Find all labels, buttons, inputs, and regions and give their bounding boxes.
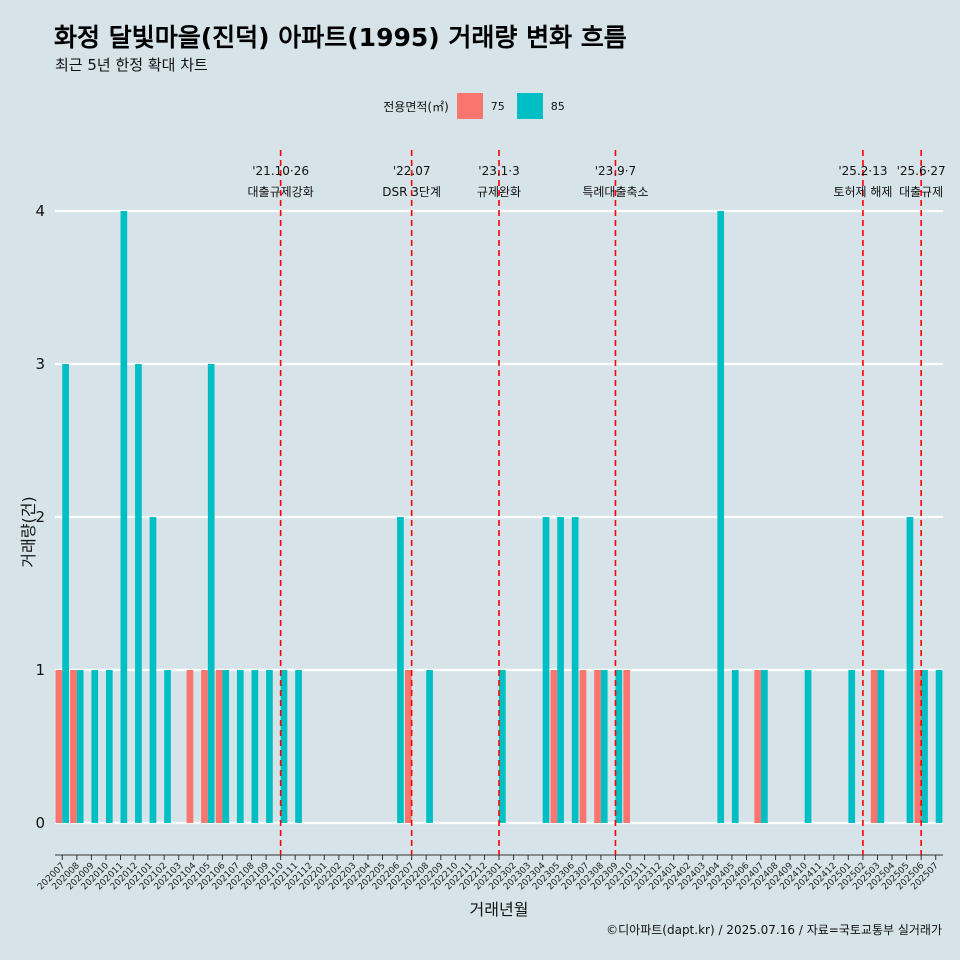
legend-title: 전용면적(㎡): [383, 99, 449, 114]
bar-85-202008: [76, 670, 84, 823]
bar-75-202308: [594, 670, 601, 823]
bar-85-202306: [571, 517, 579, 823]
bar-85-202404: [717, 211, 725, 823]
y-tick-label-0: 0: [35, 814, 45, 832]
bar-85-202012: [135, 364, 142, 823]
bar-75-202007: [55, 670, 63, 823]
event-date-2: '23.1·3: [478, 164, 519, 178]
bar-85-202309: [615, 670, 623, 823]
bar-85-202301: [499, 670, 506, 823]
y-tick-label-4: 4: [35, 202, 45, 220]
bar-85-202106: [222, 670, 230, 823]
y-tick-label-2: 2: [35, 508, 45, 526]
bar-85-202505: [906, 517, 914, 823]
bar-85-202109: [266, 670, 273, 823]
bar-85-202506: [921, 670, 928, 823]
event-date-4: '25.2·13: [838, 164, 887, 178]
bar-85-202308: [600, 670, 608, 823]
bar-85-202206: [397, 517, 404, 823]
bar-85-202410: [804, 670, 812, 823]
event-label-2: 규제완화: [477, 185, 521, 199]
bar-85-202108: [251, 670, 259, 823]
chart-subtitle: 최근 5년 한정 확대 차트: [55, 56, 208, 74]
bar-75-202105: [201, 670, 208, 823]
bar-85-202110: [280, 670, 288, 823]
legend-label-75: 75: [490, 99, 505, 113]
bar-85-202102: [164, 670, 171, 823]
bar-75-202407: [754, 670, 762, 823]
event-label-4: 토허제 해제: [833, 185, 892, 199]
bar-85-202010: [105, 670, 113, 823]
bar-75-202307: [579, 670, 587, 823]
event-date-0: '21.10·26: [252, 164, 309, 178]
source-caption: ©디아파트(dapt.kr) / 2025.07.16 / 자료=국토교통부 실…: [606, 923, 942, 937]
chart-title: 화정 달빛마을(진덕) 아파트(1995) 거래량 변화 흐름: [54, 23, 627, 52]
legend-swatch-85: [516, 93, 543, 119]
bar-75-202503: [870, 670, 878, 823]
bar-85-202507: [935, 670, 943, 823]
bar-85-202111: [295, 670, 302, 823]
event-label-1: DSR 3단계: [382, 185, 441, 199]
bar-85-202305: [557, 517, 564, 823]
bar-75-202305: [550, 670, 558, 823]
bar-85-202011: [120, 211, 128, 823]
bar-75-202104: [186, 670, 194, 823]
bar-85-202304: [542, 517, 550, 823]
bar-85-202501: [848, 670, 856, 823]
bar-75-202008: [70, 670, 77, 823]
event-label-5: 대출규제: [899, 185, 943, 199]
y-tick-label-3: 3: [35, 355, 45, 373]
x-axis-title: 거래년월: [470, 900, 529, 919]
bar-85-202208: [426, 670, 433, 823]
bar-85-202101: [149, 517, 157, 823]
legend-item-75: 75: [456, 93, 505, 119]
legend-swatch-75: [456, 93, 483, 119]
event-date-5: '25.6·27: [897, 164, 946, 178]
y-axis-title: 거래량(건): [19, 496, 38, 567]
bar-75-202506: [914, 670, 922, 823]
bar-85-202405: [731, 670, 739, 823]
bar-75-202207: [404, 670, 412, 823]
event-label-0: 대출규제강화: [248, 185, 314, 199]
bar-85-202107: [236, 670, 244, 823]
bar-85-202503: [877, 670, 885, 823]
legend: 전용면적(㎡) 75 85: [0, 93, 960, 119]
event-date-3: '23.9·7: [595, 164, 636, 178]
event-date-1: '22.07: [393, 164, 431, 178]
event-label-3: 특례대출축소: [582, 185, 648, 199]
bar-75-202106: [215, 670, 223, 823]
y-tick-label-1: 1: [35, 661, 45, 679]
bar-85-202407: [761, 670, 768, 823]
bar-75-202310: [623, 670, 631, 823]
legend-item-85: 85: [516, 93, 565, 119]
bar-85-202009: [91, 670, 99, 823]
bar-85-202105: [207, 364, 215, 823]
bar-85-202007: [62, 364, 69, 823]
legend-label-85: 85: [550, 99, 565, 113]
